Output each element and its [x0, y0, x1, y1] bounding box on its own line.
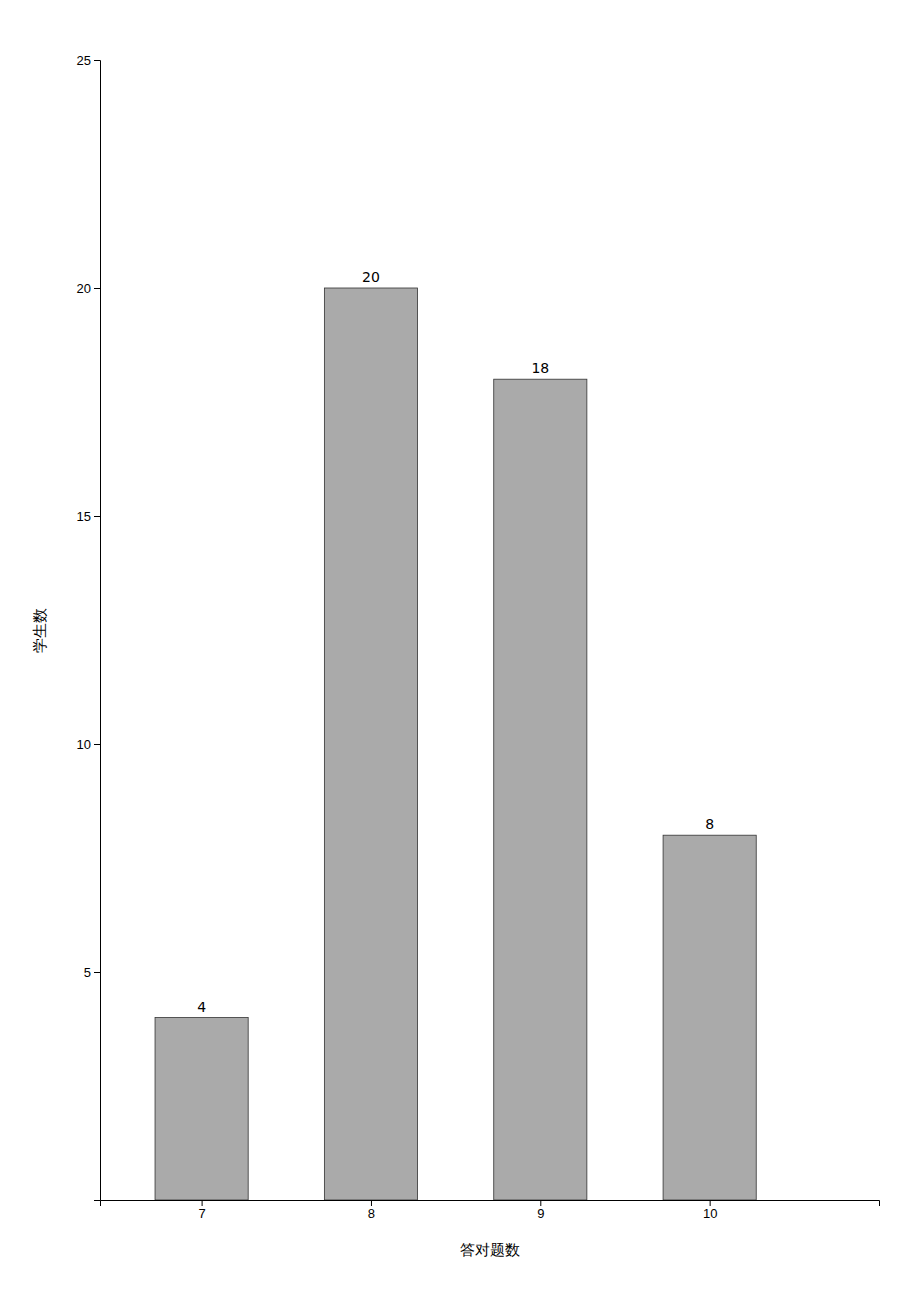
y-tick: 20	[77, 281, 100, 296]
y-tick-label: 15	[77, 509, 91, 524]
x-axis-line	[101, 1201, 880, 1207]
y-tick-mark	[94, 972, 100, 973]
y-axis-title: 学生数	[31, 608, 49, 653]
x-tick-mark	[710, 1200, 711, 1206]
bar	[324, 288, 417, 1200]
x-tick-mark	[371, 1200, 372, 1206]
chart: 4 20 18 8 7 8 9 10 5 10 15 20 25 答对题数 学生数	[0, 0, 919, 1300]
x-tick: 8	[368, 1200, 375, 1221]
data-label: 18	[531, 360, 549, 376]
y-tick-mark	[94, 60, 100, 61]
x-tick: 10	[703, 1200, 717, 1221]
data-label: 8	[705, 816, 714, 832]
y-tick-label: 5	[84, 965, 91, 980]
x-axis-title: 答对题数	[460, 1241, 520, 1259]
y-axis-line	[94, 61, 101, 1201]
data-labels: 4 20 18 8	[197, 269, 714, 1015]
data-label: 4	[197, 999, 206, 1015]
bar	[155, 1018, 248, 1200]
y-tick-label: 20	[77, 281, 91, 296]
x-tick-label: 9	[537, 1206, 544, 1221]
x-tick: 9	[537, 1200, 544, 1221]
bar	[494, 379, 587, 1200]
x-tick-label: 7	[198, 1206, 205, 1221]
data-label: 20	[362, 269, 380, 285]
y-tick: 25	[77, 53, 100, 68]
y-axis: 5 10 15 20 25	[77, 53, 101, 1201]
x-tick-mark	[540, 1200, 541, 1206]
y-tick: 15	[77, 509, 100, 524]
y-tick: 5	[84, 965, 100, 980]
y-tick: 10	[77, 737, 100, 752]
bars	[155, 288, 756, 1200]
y-tick-label: 25	[77, 53, 91, 68]
x-tick-label: 10	[703, 1206, 717, 1221]
x-tick-label: 8	[368, 1206, 375, 1221]
y-tick-mark	[94, 516, 100, 517]
y-tick-mark	[94, 744, 100, 745]
y-tick-mark	[94, 288, 100, 289]
y-tick-label: 10	[77, 737, 91, 752]
x-tick-mark	[202, 1200, 203, 1206]
x-axis: 7 8 9 10	[101, 1200, 880, 1221]
x-tick: 7	[198, 1200, 205, 1221]
bar	[663, 835, 756, 1200]
